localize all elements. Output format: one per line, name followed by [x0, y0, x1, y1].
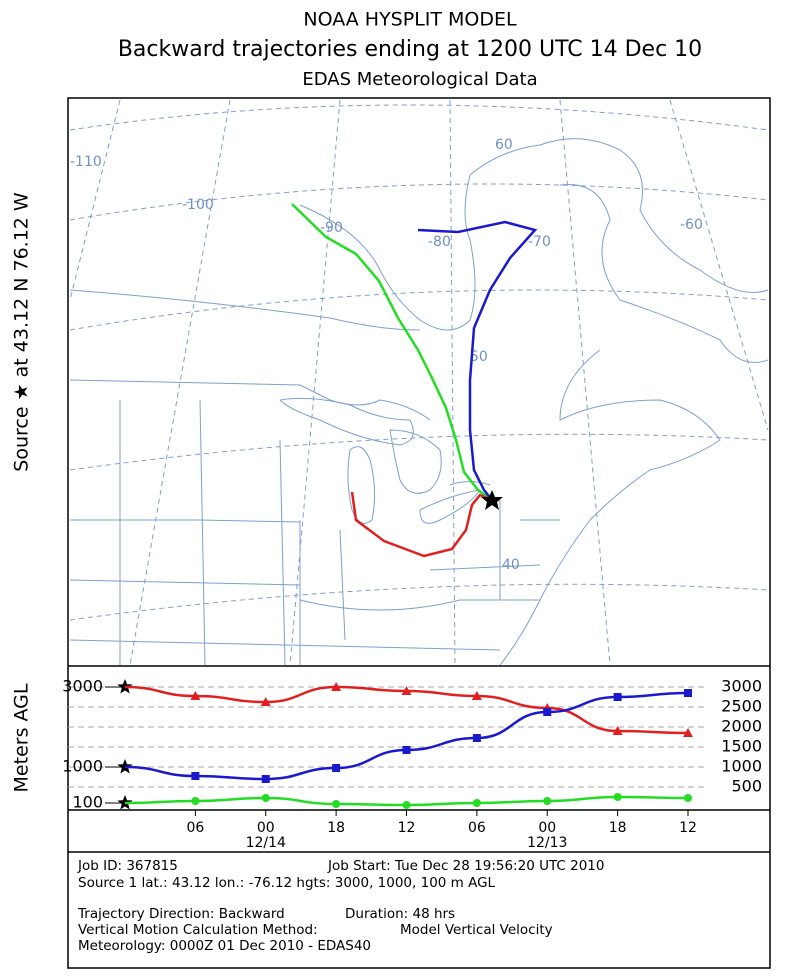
- grid-label: -70: [528, 234, 551, 250]
- marker: [543, 797, 552, 805]
- y2-tick-label: 1500: [721, 737, 762, 756]
- grid-label: -80: [428, 234, 451, 250]
- marker: [683, 728, 693, 737]
- grid-label: 60: [495, 137, 513, 153]
- x-tick-label: 06: [186, 820, 204, 836]
- marker: [613, 793, 622, 801]
- marker: [402, 746, 411, 754]
- marker: [190, 691, 201, 700]
- trajectory: [417, 220, 538, 501]
- map: [69, 99, 769, 666]
- x-tick-label: 00: [538, 820, 556, 836]
- marker: [543, 708, 552, 716]
- x-tick-label: 00: [257, 820, 275, 836]
- side-label: Source ★ at 43.12 N 76.12 W: [11, 192, 33, 472]
- footer-text: Job Start: Tue Dec 28 19:56:20 UTC 2010: [327, 858, 605, 874]
- marker: [401, 686, 412, 695]
- y2-tick-label: 3000: [721, 677, 762, 696]
- marker: [471, 691, 482, 700]
- grid-label: -90: [320, 220, 343, 236]
- grid-label: 40: [502, 557, 520, 573]
- y2-tick-label: 1000: [721, 757, 762, 776]
- marker: [332, 800, 341, 808]
- subtitle: Backward trajectories ending at 1200 UTC…: [118, 37, 702, 62]
- x-tick-label: 18: [609, 820, 627, 836]
- marker: [472, 734, 481, 742]
- frame: [67, 97, 771, 969]
- marker: [261, 794, 270, 802]
- marker: [612, 726, 623, 735]
- y-tick-label: 3000: [62, 677, 103, 696]
- x-tick-label: 18: [327, 820, 345, 836]
- y2-tick-label: 500: [731, 777, 762, 796]
- marker: [191, 772, 200, 780]
- trajectory: [350, 491, 493, 558]
- x-tick-label: 12: [398, 820, 416, 836]
- y2-tick-label: 2500: [721, 697, 762, 716]
- x-tick-label: 12: [679, 820, 697, 836]
- data-source: EDAS Meteorological Data: [302, 69, 537, 90]
- marker: [472, 799, 481, 807]
- grid-label: -100: [182, 197, 214, 213]
- trajectories: [291, 203, 538, 558]
- footer-text: Source 1 lat.: 43.12 lon.: -76.12 hgts: …: [78, 875, 496, 891]
- x-tick-label: 06: [468, 820, 486, 836]
- marker: [613, 693, 622, 701]
- marker: [260, 697, 271, 706]
- marker: [684, 794, 692, 802]
- trajectory: [291, 203, 493, 502]
- footer-text: Trajectory Direction: Backward: [77, 906, 285, 922]
- date-label: 12/14: [246, 835, 286, 851]
- profile-line: [124, 691, 689, 781]
- y-tick-label: 1000: [62, 757, 103, 776]
- marker: [332, 764, 341, 772]
- footer-text: Vertical Motion Calculation Method:: [78, 922, 318, 938]
- footer-text: Meteorology: 0000Z 01 Dec 2010 - EDAS40: [78, 938, 371, 954]
- marker: [402, 801, 411, 809]
- grid-label: 50: [470, 349, 488, 365]
- y2-tick-label: 2000: [721, 717, 762, 736]
- y-tick-label: 100: [72, 793, 103, 812]
- y-axis-label: Meters AGL: [11, 683, 33, 792]
- footer-text: Model Vertical Velocity: [400, 922, 553, 938]
- footer-text: Job ID: 367815: [77, 858, 178, 874]
- footer-text: Duration: 48 hrs: [345, 906, 455, 922]
- marker: [191, 797, 200, 805]
- source-star: [481, 490, 503, 510]
- marker: [261, 775, 270, 783]
- marker: [684, 689, 692, 697]
- date-label: 12/13: [527, 835, 567, 851]
- marker: [331, 682, 342, 691]
- title: NOAA HYSPLIT MODEL: [303, 9, 517, 31]
- footer: Job ID: 367815 Job Start: Tue Dec 28 19:…: [77, 858, 605, 954]
- grid-label: -60: [680, 217, 703, 233]
- grid-label: -110: [70, 154, 102, 170]
